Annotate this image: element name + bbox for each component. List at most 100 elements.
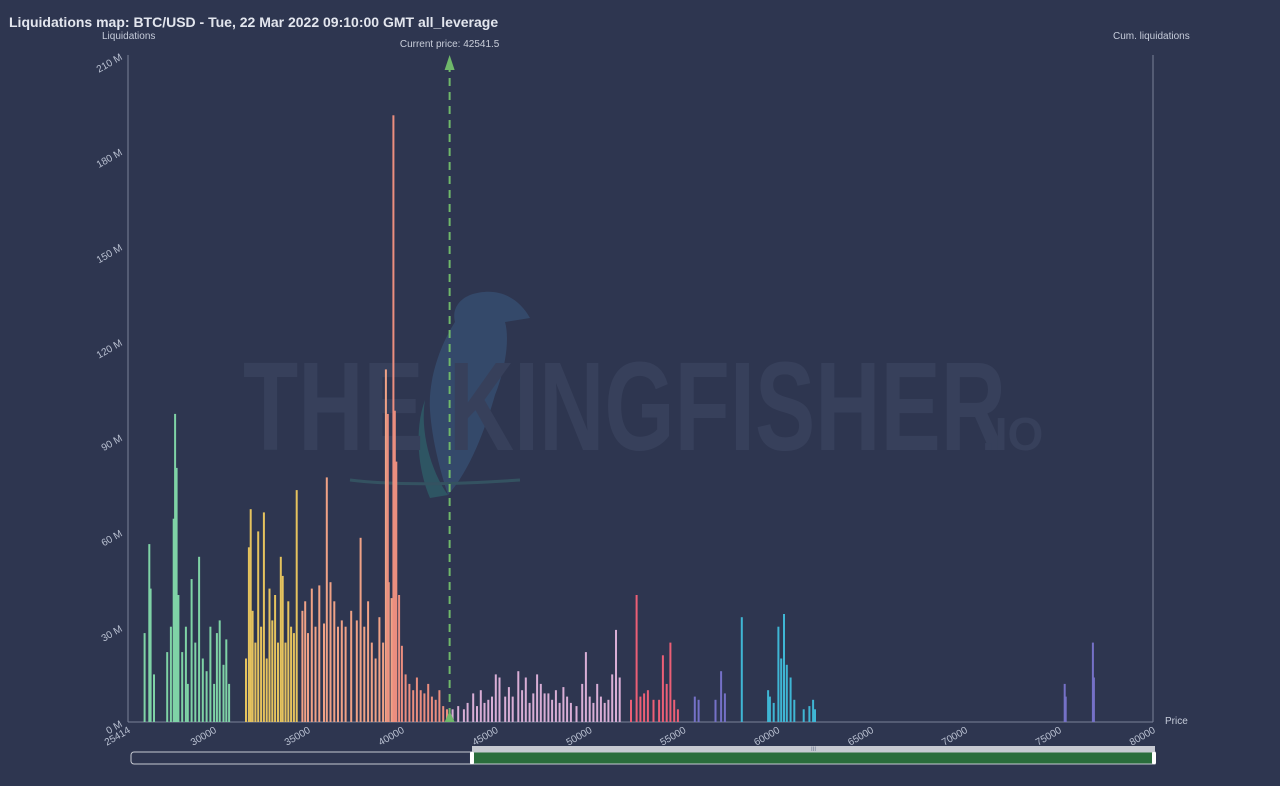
x-tick-label: 65000 <box>846 725 876 749</box>
zoom-bar-selected-range[interactable] <box>471 751 1156 765</box>
current-price-marker: Current price: 42541.5 <box>400 39 500 722</box>
liquidation-bar <box>652 699 655 722</box>
liquidation-bar <box>446 709 448 722</box>
x-axis-title: Price <box>1165 716 1188 727</box>
liquidation-bar <box>423 693 426 722</box>
liquidation-bar <box>615 629 617 722</box>
liquidation-bar <box>209 626 212 722</box>
liquidation-bar <box>558 702 561 722</box>
liquidation-bar <box>442 706 445 722</box>
liquidation-bar <box>427 683 430 722</box>
liquidation-bar <box>720 671 723 722</box>
liquidation-bar <box>374 658 377 722</box>
liquidation-bar <box>808 706 811 722</box>
liquidation-bar <box>271 620 274 722</box>
y2-axis-title: Cum. liquidations <box>1113 31 1190 42</box>
liquidation-bar <box>479 690 482 722</box>
liquidation-bar <box>247 547 250 722</box>
liquidation-bar <box>487 699 490 722</box>
liquidation-bar <box>566 696 569 722</box>
liquidation-bar <box>367 601 370 722</box>
liquidation-bar <box>714 699 717 722</box>
liquidation-bar <box>329 582 332 722</box>
liquidation-bar <box>325 477 328 722</box>
liquidation-bar <box>494 674 497 722</box>
liquidation-bar <box>596 683 599 722</box>
liquidation-bar <box>392 115 395 723</box>
liquidation-bar <box>395 461 398 722</box>
liquidation-bar <box>314 626 317 722</box>
liquidation-bar <box>599 696 602 722</box>
liquidation-bar <box>528 702 531 722</box>
current-price-base-icon <box>444 711 455 722</box>
liquidation-bar <box>543 693 546 722</box>
liquidation-bar <box>169 626 172 722</box>
liquidation-bar <box>153 674 155 722</box>
y-tick-label: 30 M <box>100 624 125 645</box>
liquidation-bar <box>205 671 208 722</box>
liquidation-bar <box>386 413 389 722</box>
liquidation-bar <box>451 709 454 722</box>
liquidation-bar <box>588 696 591 722</box>
liquidation-bar <box>172 518 175 722</box>
liquidation-bar <box>504 696 507 722</box>
liquidation-bar <box>581 683 584 722</box>
liquidation-bar <box>1064 696 1067 722</box>
y-tick-label: 210 M <box>95 52 125 75</box>
x-tick-label: 35000 <box>283 725 313 749</box>
liquidation-bar <box>251 610 254 722</box>
liquidation-bar <box>254 642 257 722</box>
liquidation-bar <box>304 601 307 722</box>
current-price-arrow-up-icon <box>444 55 455 70</box>
liquidation-bar <box>355 620 358 722</box>
liquidation-bar <box>412 690 415 722</box>
liquidation-bar <box>359 537 362 722</box>
liquidation-bar <box>551 699 554 722</box>
liquidation-bar <box>611 674 614 722</box>
liquidation-bar <box>767 690 770 722</box>
x-tick-label: 70000 <box>940 725 970 749</box>
liquidation-bar <box>262 512 265 722</box>
liquidation-bar <box>284 642 287 722</box>
zoom-grip-icon[interactable]: III <box>811 747 816 753</box>
x-tick-label: 75000 <box>1034 725 1064 749</box>
liquidation-bar <box>257 531 260 722</box>
liquidation-bar <box>802 709 805 722</box>
liquidation-bar <box>603 702 606 722</box>
liquidation-bar <box>400 645 403 722</box>
liquidation-bar <box>693 696 696 722</box>
liquidation-bar <box>301 610 304 722</box>
liquidation-bar <box>658 699 661 722</box>
watermark: THE KINGFISHER .IO <box>243 291 1043 498</box>
liquidation-bar <box>584 652 587 722</box>
liquidation-bar <box>281 575 284 722</box>
x-tick-label: 50000 <box>565 725 595 749</box>
liquidation-bar <box>174 413 177 722</box>
zoom-handle-left[interactable] <box>469 752 474 764</box>
liquidation-bar <box>524 677 527 722</box>
liquidation-bar <box>483 702 486 722</box>
liquidation-bar <box>323 623 325 722</box>
liquidation-bar <box>143 633 146 722</box>
liquidation-bar <box>287 601 290 722</box>
liquidation-bar <box>337 626 339 722</box>
zoom-bar-top-strip[interactable] <box>471 746 1155 752</box>
zoom-handle-right[interactable] <box>1152 752 1156 764</box>
zoom-bar[interactable]: III <box>130 746 1156 765</box>
liquidation-bar <box>646 690 649 722</box>
liquidation-bar <box>740 617 743 722</box>
liquidation-bar <box>277 642 279 722</box>
liquidation-bar <box>618 677 621 722</box>
liquidation-bar <box>295 490 298 722</box>
x-tick-label: 30000 <box>189 725 219 749</box>
liquidation-bar <box>476 706 478 722</box>
liquidation-bar <box>669 642 672 722</box>
watermark-text: THE KINGFISHER <box>243 336 1006 477</box>
liquidation-bar <box>673 699 676 722</box>
current-price-label: Current price: 42541.5 <box>400 39 500 50</box>
liquidation-bar <box>547 693 550 722</box>
liquidation-bar <box>344 626 347 722</box>
liquidation-bar <box>218 620 221 722</box>
liquidation-bar <box>532 693 535 722</box>
